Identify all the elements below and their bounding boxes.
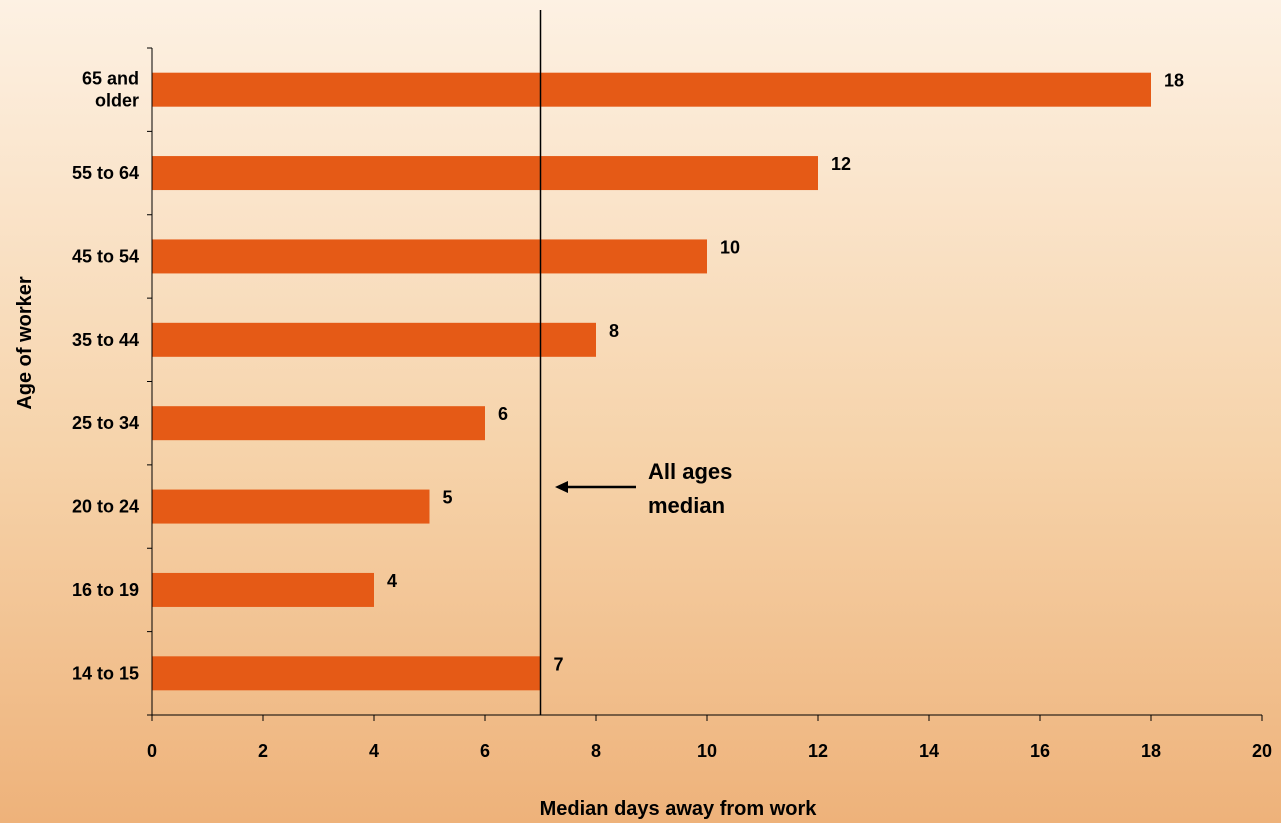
- y-tick-label: 16 to 19: [72, 580, 139, 600]
- x-tick-label: 12: [808, 741, 828, 761]
- x-tick-label: 0: [147, 741, 157, 761]
- bars-layer: 18 12 10 8 6 5 4 7: [152, 71, 1184, 691]
- bar: [152, 322, 596, 357]
- bar: [152, 72, 1151, 107]
- x-axis-title: Median days away from work: [540, 798, 818, 820]
- bar-value-label: 6: [498, 404, 508, 424]
- y-axis-title: Age of worker: [14, 276, 36, 410]
- bar: [152, 656, 541, 691]
- x-tick-label: 6: [480, 741, 490, 761]
- y-tick-label: 55 to 64: [72, 163, 139, 183]
- x-tick-label: 2: [258, 741, 268, 761]
- bar-value-label: 5: [443, 488, 453, 508]
- y-tick-label: 14 to 15: [72, 663, 139, 683]
- bar-value-label: 10: [720, 237, 740, 257]
- bar-value-label: 4: [387, 571, 397, 591]
- bar: [152, 406, 485, 441]
- y-tick-label: 35 to 44: [72, 330, 139, 350]
- bar-value-label: 18: [1164, 71, 1184, 91]
- bar: [152, 239, 707, 274]
- bar-value-label: 7: [554, 654, 564, 674]
- y-tick-label: 65 and older: [82, 69, 139, 111]
- x-tick-label: 4: [369, 741, 379, 761]
- x-tick-label: 10: [697, 741, 717, 761]
- x-tick-label: 16: [1030, 741, 1050, 761]
- bar-value-label: 12: [831, 154, 851, 174]
- x-tick-label: 8: [591, 741, 601, 761]
- y-tick-label: 25 to 34: [72, 413, 139, 433]
- y-tick-label: 20 to 24: [72, 497, 139, 517]
- bar-value-label: 8: [609, 321, 619, 341]
- x-tick-label: 14: [919, 741, 939, 761]
- y-tick-label: 45 to 54: [72, 246, 139, 266]
- median-annotation: All ages median: [648, 459, 732, 518]
- reference-layer: All ages median: [539, 10, 732, 715]
- bar: [152, 489, 430, 524]
- axes-layer: 65 and older 55 to 64 45 to 54 35 to 44 25 to…: [72, 47, 1272, 761]
- annotation-arrowhead: [555, 481, 568, 493]
- bar: [152, 156, 818, 191]
- x-tick-label: 20: [1252, 741, 1272, 761]
- bar: [152, 572, 374, 607]
- x-tick-label: 18: [1141, 741, 1161, 761]
